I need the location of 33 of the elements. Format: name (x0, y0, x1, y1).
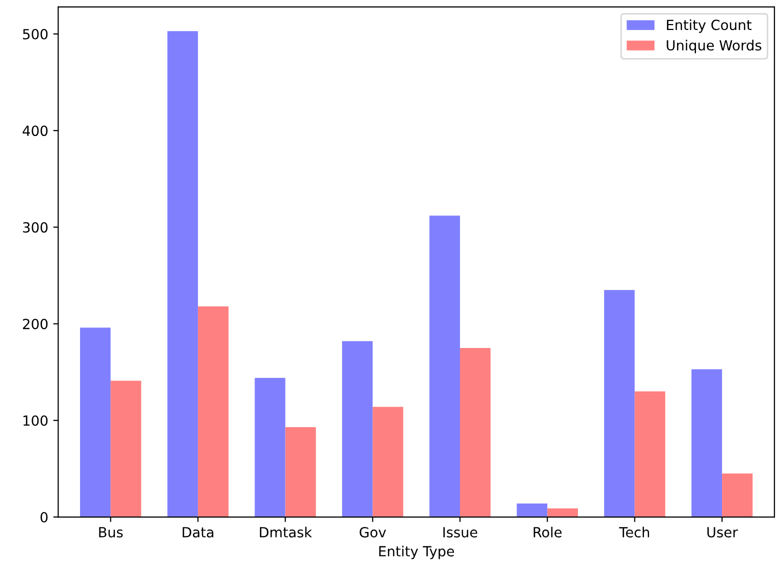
bar (460, 348, 491, 518)
x-tick-label: Tech (619, 526, 650, 538)
y-tick-label: 0 (40, 512, 48, 522)
bar (429, 216, 460, 518)
x-tick-label: Data (182, 527, 214, 538)
y-tick-label: 200 (22, 318, 48, 330)
legend-label: Entity Count (666, 19, 752, 33)
legend-label: Unique Words (666, 40, 762, 54)
bar (722, 474, 753, 518)
bar (285, 427, 316, 518)
bar (80, 328, 111, 518)
x-tick-label: Role (534, 526, 562, 538)
bar (516, 503, 548, 518)
x-tick-label: Gov (360, 526, 386, 538)
bar (547, 508, 578, 518)
x-tick-label: User (707, 527, 738, 538)
bar (691, 369, 722, 518)
x-tick-label: Bus (99, 527, 123, 538)
bar (634, 391, 666, 518)
x-tick-label: Issue (443, 527, 478, 538)
bar (342, 341, 373, 518)
x-tick-label: Dmtask (260, 526, 312, 538)
bar (198, 306, 229, 518)
bar (254, 378, 286, 518)
bar (110, 380, 142, 518)
y-tick-label: 300 (23, 222, 48, 233)
y-tick-label: 400 (22, 126, 48, 136)
bar (604, 290, 635, 518)
bar (167, 31, 198, 518)
x-axis-title: Entity Type (379, 546, 454, 560)
bar (372, 406, 404, 518)
y-tick-label: 100 (23, 415, 48, 426)
y-tick-label: 500 (23, 28, 48, 40)
